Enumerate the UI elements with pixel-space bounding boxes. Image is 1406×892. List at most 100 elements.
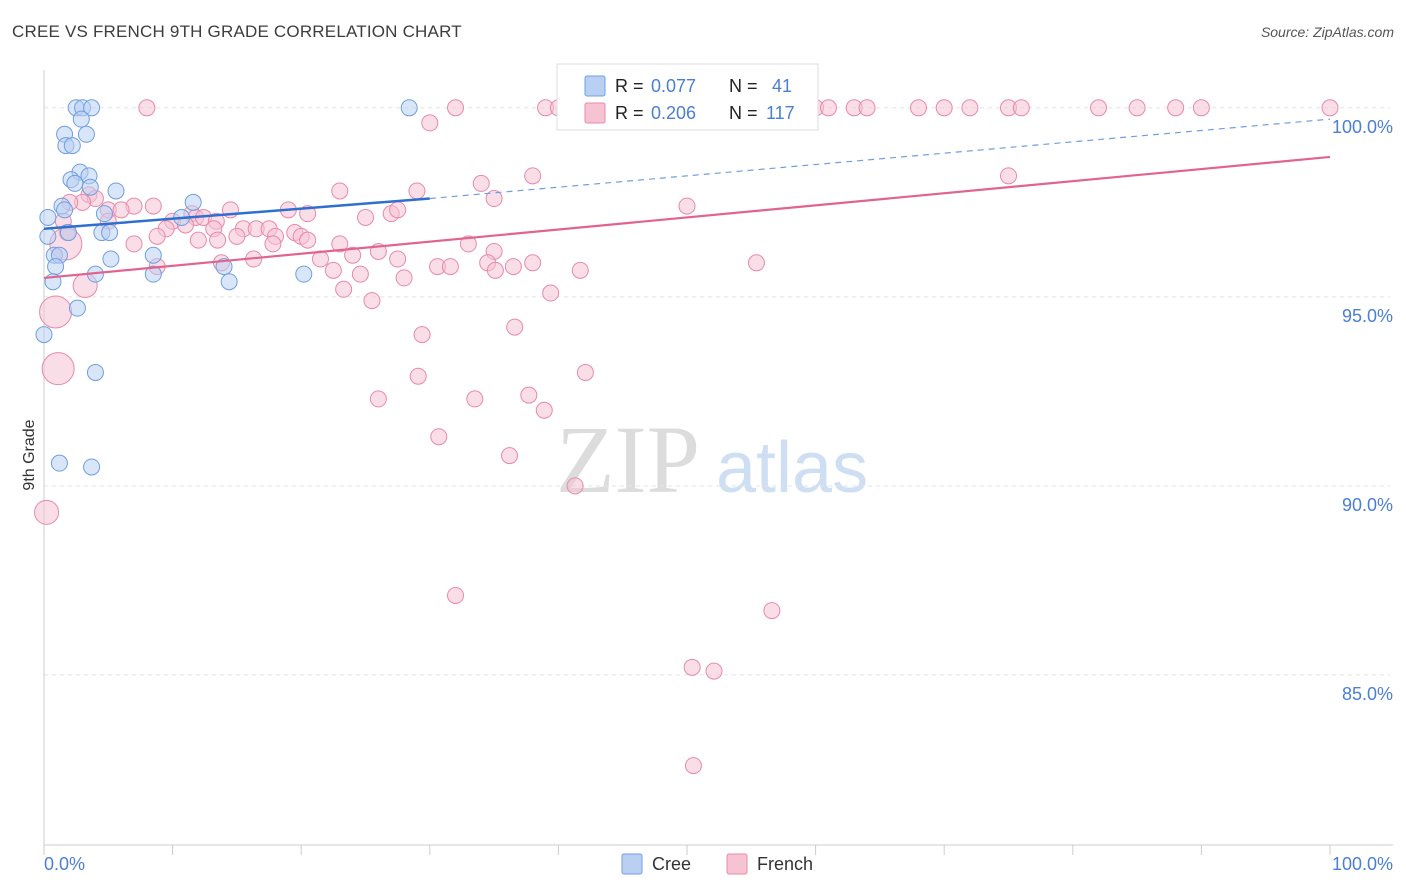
french-point-49 [357, 208, 374, 226]
cree-point-21 [39, 227, 57, 245]
cree-swatch-icon [584, 75, 606, 97]
french-point-116 [683, 658, 701, 676]
cree-point-2 [83, 99, 101, 117]
cree-point-20 [39, 208, 57, 226]
french-point-38 [485, 190, 503, 208]
cree-trend-line [43, 197, 430, 231]
french-point-26 [1321, 99, 1339, 117]
french-point-45 [112, 201, 130, 219]
french-point-90 [351, 265, 369, 283]
french-swatch-icon [584, 102, 606, 124]
cree-point-12 [66, 174, 84, 192]
french-point-96 [747, 254, 765, 272]
french-point-22 [1090, 99, 1108, 117]
y-tick-labels: 100.0% 95.0% 90.0% 85.0% [1332, 117, 1393, 704]
cree-point-18 [95, 205, 113, 223]
french-point-94 [571, 261, 589, 279]
cree-point-16 [184, 193, 202, 211]
axes [43, 70, 1393, 855]
cree-point-35 [220, 273, 238, 291]
french-point-105 [409, 367, 427, 385]
french-point-21 [1012, 99, 1030, 117]
french-point-76 [331, 235, 349, 253]
french-point-55 [389, 201, 407, 219]
series-legend: Cree French [621, 853, 813, 875]
french-r-label: R = [615, 103, 644, 123]
x-tick-labels: 0.0% 100.0% [44, 854, 1393, 874]
french-point-43 [144, 197, 162, 215]
cree-n-label: N = [729, 76, 758, 96]
french-point-89 [324, 261, 342, 279]
legend-cree-icon [621, 853, 643, 875]
cree-point-28 [144, 246, 162, 264]
french-point-0 [138, 99, 156, 117]
french-point-32 [1000, 167, 1017, 185]
y-axis-label: 9th Grade [21, 419, 38, 490]
y-tick-label-1: 95.0% [1342, 306, 1393, 326]
cree-point-40 [83, 458, 101, 476]
cree-trend-extension [429, 118, 1331, 200]
cree-point-17 [56, 201, 74, 219]
french-point-35 [408, 182, 426, 200]
french-point-85 [524, 254, 542, 272]
trend-lines [43, 118, 1331, 280]
french-r-value: 0.206 [651, 103, 696, 123]
french-point-99 [542, 284, 560, 302]
source-label: Source: ZipAtlas.com [1260, 24, 1394, 40]
cree-point-37 [35, 326, 53, 344]
french-trend-line [43, 155, 1331, 280]
french-point-1 [447, 99, 465, 117]
french-point-112 [566, 477, 584, 495]
cree-point-13 [81, 178, 99, 196]
french-point-33 [472, 174, 490, 192]
french-point-17 [909, 99, 927, 117]
grid-lines [44, 107, 1390, 676]
french-point-114 [447, 586, 465, 604]
french-point-111 [501, 447, 519, 465]
french-point-98 [335, 280, 353, 298]
french-point-101 [39, 295, 73, 329]
french-point-67 [189, 231, 207, 249]
french-point-118 [684, 757, 702, 775]
french-point-82 [389, 250, 407, 268]
french-point-73 [209, 231, 227, 249]
french-point-25 [1192, 99, 1210, 117]
french-point-103 [413, 326, 431, 344]
french-point-68 [125, 235, 143, 253]
watermark: ZIP atlas [556, 406, 868, 513]
french-point-75 [299, 231, 317, 249]
y-tick-label-0: 100.0% [1332, 117, 1393, 137]
french-n-value: 117 [766, 103, 795, 123]
cree-point-33 [295, 265, 313, 283]
french-point-107 [466, 390, 484, 408]
french-point-74 [264, 235, 282, 253]
french-point-24 [1167, 99, 1185, 117]
french-point-34 [331, 182, 349, 200]
french-point-18 [935, 99, 953, 117]
french-point-109 [535, 401, 553, 419]
cree-point-8 [63, 137, 81, 155]
cree-points [35, 99, 418, 476]
cree-point-4 [72, 110, 90, 128]
cree-point-32 [144, 265, 162, 283]
french-point-69 [148, 227, 166, 245]
french-point-95 [395, 269, 413, 287]
cree-point-24 [101, 224, 119, 242]
legend-french-label: French [757, 854, 813, 874]
cree-point-27 [102, 250, 120, 268]
french-point-31 [524, 167, 542, 185]
cree-point-14 [107, 182, 125, 200]
french-point-78 [459, 235, 477, 253]
cree-point-39 [50, 454, 68, 472]
french-point-84 [504, 258, 522, 276]
x-tick-label-0: 0.0% [44, 854, 85, 874]
french-point-100 [363, 292, 381, 310]
french-n-label: N = [729, 103, 758, 123]
french-point-16 [858, 99, 876, 117]
french-point-119 [41, 352, 75, 386]
french-point-93 [486, 261, 504, 279]
french-point-108 [520, 386, 538, 404]
y-tick-label-2: 90.0% [1342, 495, 1393, 515]
french-point-115 [763, 602, 781, 620]
